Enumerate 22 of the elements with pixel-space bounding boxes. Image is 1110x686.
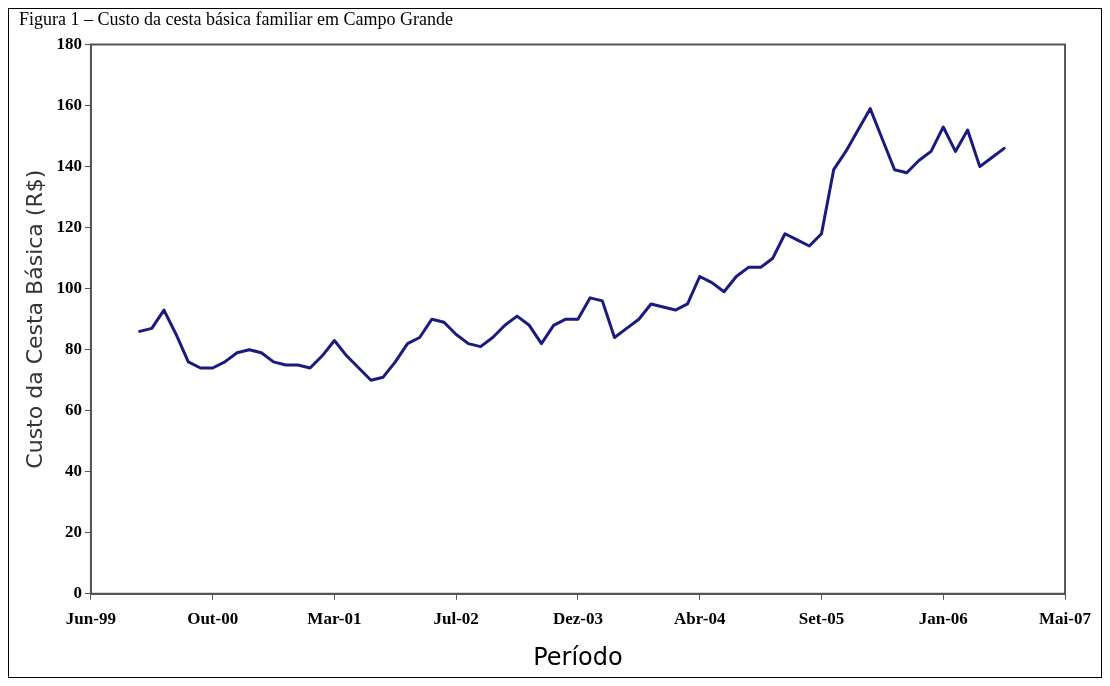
y-tick-label: 140 (56, 156, 82, 176)
x-tick-label: Mai-07 (1039, 609, 1092, 629)
x-tick-label: Out-00 (187, 609, 239, 629)
x-tick-label: Jul-02 (433, 609, 479, 629)
y-tick-label: 0 (73, 583, 82, 603)
y-tick-label: 60 (64, 400, 82, 420)
y-tick-label: 160 (56, 95, 82, 115)
chart-title: Figura 1 – Custo da cesta básica familiar em Campo Grande (19, 8, 453, 29)
y-tick-label: 20 (64, 522, 82, 542)
y-axis-title: Custo da Cesta Básica (R$) (21, 169, 47, 469)
x-tick-label: Jan-06 (918, 609, 968, 629)
x-axis-title: Período (533, 642, 623, 671)
x-tick-label: Abr-04 (674, 609, 726, 629)
x-tick-label: Dez-03 (552, 609, 603, 629)
y-tick-label: 80 (64, 339, 82, 359)
x-tick-label: Mar-01 (307, 609, 362, 629)
y-tick-label: 100 (56, 278, 82, 298)
y-tick-label: 120 (56, 217, 82, 237)
x-tick-label: Jun-99 (65, 609, 116, 629)
y-tick-label: 40 (64, 461, 82, 481)
y-tick-label: 180 (56, 33, 82, 53)
x-tick-label: Set-05 (798, 609, 845, 629)
